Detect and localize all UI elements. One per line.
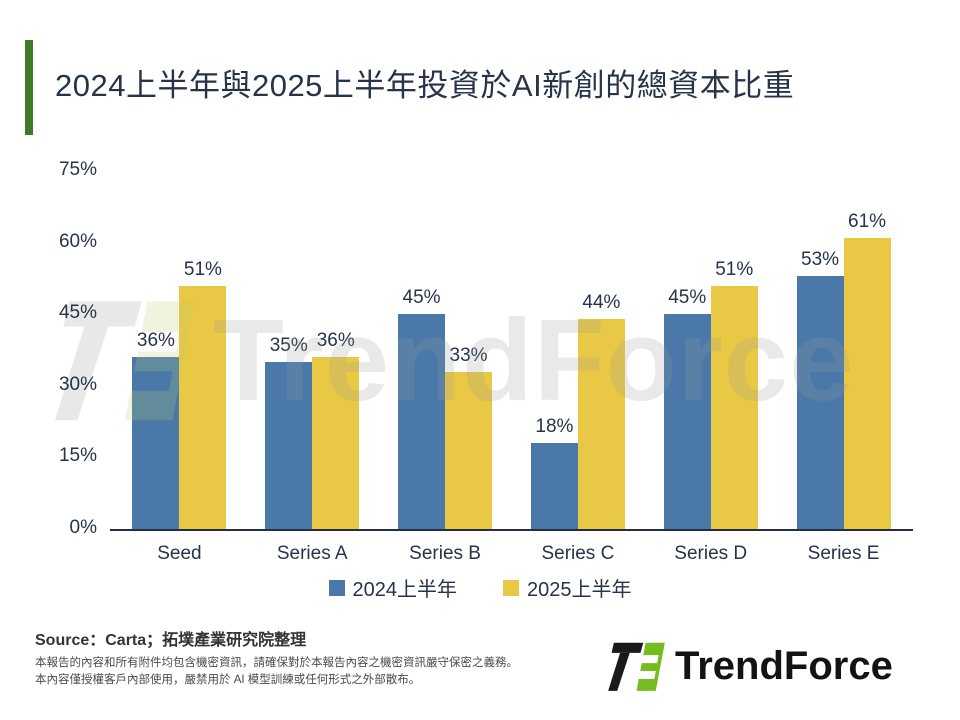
legend-label-2025: 2025上半年: [527, 579, 632, 601]
bar-group-series-e: 53% 61%: [796, 171, 891, 529]
legend-swatch-2025: [503, 579, 519, 596]
x-axis-label-series-d: Series D: [674, 543, 748, 564]
bar-2024-h1-series-c: 18%: [530, 416, 578, 529]
trendforce-logo-text: TrendForce: [675, 644, 893, 688]
trendforce-logo-icon: [608, 642, 665, 691]
bar-2024-h1-series-b: 45%: [398, 287, 446, 529]
trendforce-logo: TrendForce: [608, 641, 893, 692]
bar-value-2025-h1-series-d: 51%: [715, 258, 754, 280]
bar-value-2024-h1-series-c: 18%: [535, 416, 574, 438]
x-axis-label-series-a: Series A: [276, 543, 348, 564]
bar-value-2025-h1-series-e: 61%: [848, 210, 887, 232]
bar-2025-h1-series-b: 33%: [445, 345, 493, 529]
bar-value-2025-h1-seed: 51%: [183, 258, 222, 280]
title-accent-bar: [25, 40, 33, 135]
bar-group-series-d: 45% 51%: [663, 171, 758, 529]
bar-2024-h1-series-a: 35%: [265, 335, 313, 529]
source-note: Source：Carta；拓墣產業研究院整理: [35, 632, 307, 649]
x-axis-label-series-b: Series B: [409, 543, 481, 564]
bar-2025-h1-series-e: 61%: [843, 211, 891, 529]
bar-value-2025-h1-series-b: 33%: [449, 344, 488, 366]
legend-item-2025: 2025上半年: [503, 573, 632, 602]
disclaimer: 本報告的內容和所有附件均包含機密資訊，請確保對於本報告內容之機密資訊嚴守保密之義…: [35, 655, 518, 689]
bar-plot: 36% 51% 35% 36% 45% 33% 18% 44% 45% 51% 53% 61%: [113, 171, 910, 529]
bar-value-2024-h1-series-e: 53%: [801, 249, 840, 270]
bar-2025-h1-series-d: 51%: [710, 259, 758, 529]
bar-group-seed: 36% 51%: [132, 171, 227, 529]
bar-value-2024-h1-series-a: 35%: [269, 334, 308, 356]
disclaimer-line-2: 本內容僅授權客戶內部使用，嚴禁用於 AI 模型訓練或任何形式之外部散布。: [35, 674, 421, 686]
bar-group-series-a: 35% 36%: [265, 171, 360, 529]
legend: 2024上半年 2025上半年: [0, 573, 960, 602]
y-axis-tick-60: 60%: [58, 230, 97, 252]
legend-label-2024: 2024上半年: [352, 579, 458, 601]
bar-2025-h1-series-a: 36%: [312, 330, 360, 529]
bar-2024-h1-series-d: 45%: [663, 287, 711, 529]
bar-value-2024-h1-seed: 36%: [136, 330, 175, 352]
page-title: 2024上半年與2025上半年投資於AI新創的總資本比重: [55, 68, 795, 103]
bar-value-2025-h1-series-c: 44%: [582, 292, 621, 313]
bar-2025-h1-seed: 51%: [179, 259, 227, 529]
bar-2024-h1-series-e: 53%: [796, 249, 844, 529]
y-axis-tick-15: 15%: [58, 445, 97, 467]
y-axis-tick-45: 45%: [58, 302, 97, 324]
x-axis-label-series-c: Series C: [541, 543, 615, 564]
bar-group-series-c: 18% 44%: [530, 171, 625, 529]
legend-item-2024: 2024上半年: [328, 573, 458, 602]
y-axis-tick-0: 0%: [69, 517, 97, 538]
x-axis-labels: Seed Series A Series B Series C Series D Seri…: [113, 543, 910, 565]
y-axis-tick-75: 75%: [58, 159, 97, 180]
bar-group-series-b: 45% 33%: [398, 171, 493, 529]
bar-value-2024-h1-series-d: 45%: [668, 287, 707, 309]
x-axis-label-series-e: Series E: [807, 543, 880, 564]
bar-value-2024-h1-series-b: 45%: [402, 287, 441, 309]
bar-2024-h1-seed: 36%: [132, 330, 180, 529]
y-axis-tick-30: 30%: [58, 373, 97, 395]
bar-2025-h1-series-c: 44%: [577, 292, 625, 529]
x-axis-line: [110, 529, 913, 531]
legend-swatch-2024: [328, 579, 345, 596]
x-axis-label-seed: Seed: [157, 543, 202, 564]
disclaimer-line-1: 本報告的內容和所有附件均包含機密資訊，請確保對於本報告內容之機密資訊嚴守保密之義…: [35, 657, 518, 669]
bar-value-2025-h1-series-a: 36%: [316, 330, 355, 352]
